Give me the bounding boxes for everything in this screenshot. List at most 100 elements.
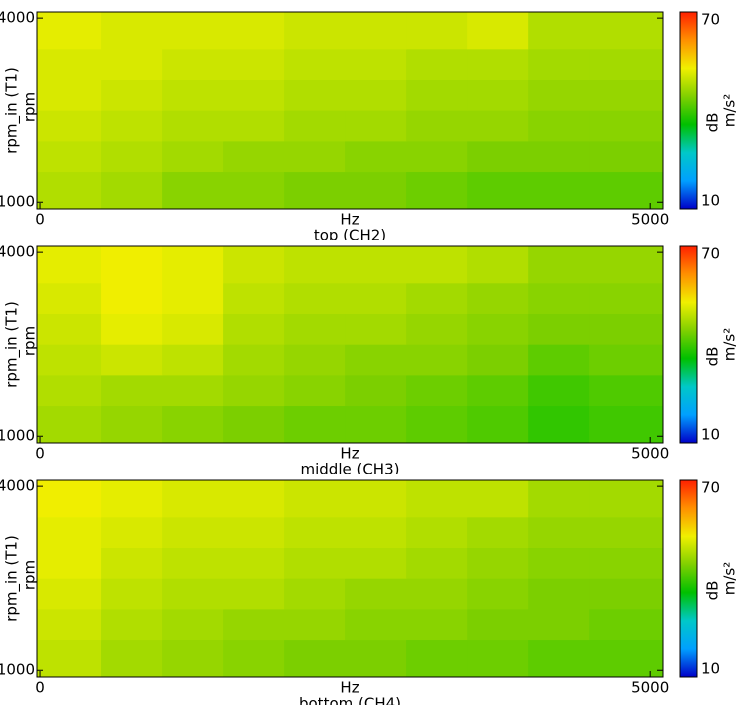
heatmap-cell [528,639,590,678]
colorbar-tick-label: 10 [701,660,720,678]
x-axis-title: bottom (CH4) [299,695,401,705]
heatmap-cell [467,282,529,315]
colorbar-label: dB [704,113,722,133]
heatmap-cell [37,344,102,376]
heatmap-cell [406,48,468,81]
heatmap-cell [345,374,407,407]
heatmap-cell [467,344,529,376]
x-axis-label: Hz [340,679,359,697]
heatmap-cell [101,344,163,376]
heatmap-cell [101,374,163,407]
heatmap-cell [528,405,590,444]
heatmap-cell [162,171,224,210]
heatmap-cell [345,313,407,345]
heatmap-cell [223,313,285,345]
heatmap-cell [589,639,664,678]
heatmap-cell [223,639,285,678]
heatmap-cell [162,405,224,444]
heatmap-cell [284,12,346,50]
heatmap-cell [589,313,664,345]
heatmap-cell [589,608,664,641]
y-axis-title: rpm_in (T1) [3,535,22,622]
heatmap-cell [223,79,285,111]
heatmap-cell [345,79,407,111]
heatmap-cell [284,639,346,678]
heatmap-cell [284,110,346,142]
heatmap-cell [223,608,285,641]
heatmap-cell [345,344,407,376]
colorbar-tick-label: 70 [701,11,720,29]
plot-frame [36,479,664,678]
heatmap-cell [101,608,163,641]
heatmap-cell [467,171,529,210]
heatmap-cell [37,79,102,111]
heatmap-cell [589,578,664,610]
heatmap-cell [284,374,346,407]
colorbar-label: dB [704,581,722,601]
y-tick-label: 4000 [0,243,35,261]
heatmap-cell [406,246,468,284]
heatmap-cell [528,374,590,407]
heatmap-cell [37,639,102,678]
heatmap-cell [37,246,102,284]
heatmap-cell [406,480,468,518]
heatmap-cell [528,48,590,81]
x-tick-label: 0 [35,445,45,463]
heatmap-cell [37,480,102,518]
x-tick-label: 5000 [631,445,669,463]
colorbar [679,245,698,444]
heatmap-cell [345,480,407,518]
x-tick-label: 5000 [631,211,669,229]
heatmap-cell [37,110,102,142]
heatmap-cell [406,516,468,549]
x-axis-label: Hz [340,211,359,229]
heatmap-cell [406,79,468,111]
heatmap-cell [101,282,163,315]
heatmap-cell [589,344,664,376]
heatmap-cell [223,171,285,210]
heatmap-cell [467,313,529,345]
x-tick-label: 5000 [631,679,669,697]
heatmap-cell [528,480,590,518]
heatmap-cell [162,48,224,81]
plot-frame [36,245,664,444]
heatmap-cell [37,374,102,407]
y-tick-label: 4000 [0,477,35,495]
heatmap-cell [37,12,102,50]
heatmap-cell [101,578,163,610]
heatmap-cell [162,110,224,142]
heatmap-cell [101,547,163,579]
heatmap-cell [37,516,102,549]
heatmap-cell [101,48,163,81]
heatmap-cell [345,48,407,81]
heatmap-cell [37,405,102,444]
colorbar [679,11,698,210]
heatmap-cell [589,171,664,210]
colorbar-tick-label: 10 [701,426,720,444]
heatmap-cell [467,374,529,407]
heatmap-cell [589,405,664,444]
x-axis-label: Hz [340,445,359,463]
y-axis-label: rpm [21,326,39,356]
heatmap-cell [406,171,468,210]
heatmap-cell [589,374,664,407]
heatmap-cell [406,405,468,444]
heatmap-cell [284,79,346,111]
heatmap-cell [162,12,224,50]
heatmap-cell [528,344,590,376]
heatmap-cell [345,12,407,50]
heatmap-cell [162,516,224,549]
colorbar-label: dB [704,347,722,367]
heatmap-cell [223,246,285,284]
heatmap-cell [406,110,468,142]
y-axis-label: rpm [21,560,39,590]
heatmap-cell [467,12,529,50]
heatmap-cell [528,246,590,284]
x-tick-label: 0 [35,679,45,697]
heatmap-cell [528,313,590,345]
heatmap-cell [345,140,407,173]
